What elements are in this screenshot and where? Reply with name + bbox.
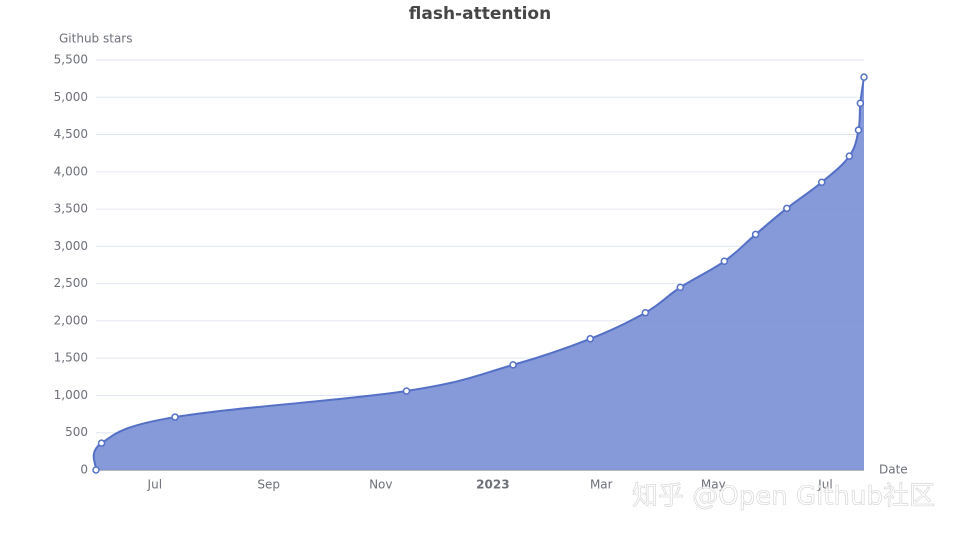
line — [92, 77, 865, 471]
point — [854, 126, 863, 134]
y-tick-label: 5,000 — [54, 90, 88, 104]
x-tick-label: Sep — [257, 478, 280, 492]
x-tick-label: May — [701, 478, 726, 492]
x-tick-label: Mar — [590, 478, 613, 492]
y-tick-label: 3,000 — [54, 239, 88, 253]
point — [860, 73, 868, 81]
x-axis-label: Date — [879, 463, 908, 477]
y-tick-label: 4,000 — [54, 164, 88, 178]
y-tick-label: 1,500 — [54, 351, 88, 365]
x-tick-label: Nov — [369, 478, 392, 492]
point — [402, 387, 411, 395]
point — [720, 257, 729, 266]
point — [783, 204, 791, 213]
chart-title: flash-attention — [409, 4, 551, 24]
y-tick-label: 2,000 — [54, 313, 88, 327]
point — [845, 152, 854, 160]
area — [93, 77, 864, 471]
x-tick-label: 2023 — [476, 478, 509, 492]
y-tick-label: 500 — [65, 425, 88, 439]
y-axis-label: Github stars — [59, 32, 132, 46]
point — [751, 230, 760, 239]
y-tick-label: 4,500 — [54, 127, 88, 141]
point — [817, 178, 826, 187]
y-tick-label: 2,500 — [54, 276, 88, 290]
x-tick-label: Jul — [147, 478, 162, 492]
y-tick-label: 1,000 — [54, 388, 88, 402]
point — [856, 99, 865, 107]
point — [641, 308, 650, 317]
point — [509, 361, 517, 369]
point — [586, 335, 594, 343]
x-tick-label: Jul — [817, 478, 832, 492]
watermark: 知乎 @Open Github社区 — [632, 482, 935, 512]
y-tick-label: 0 — [80, 463, 88, 477]
y-tick-label: 3,500 — [54, 202, 88, 216]
point — [92, 466, 100, 474]
point — [676, 283, 685, 292]
point — [171, 413, 179, 421]
y-tick-label: 5,500 — [54, 53, 88, 67]
point — [97, 439, 106, 447]
